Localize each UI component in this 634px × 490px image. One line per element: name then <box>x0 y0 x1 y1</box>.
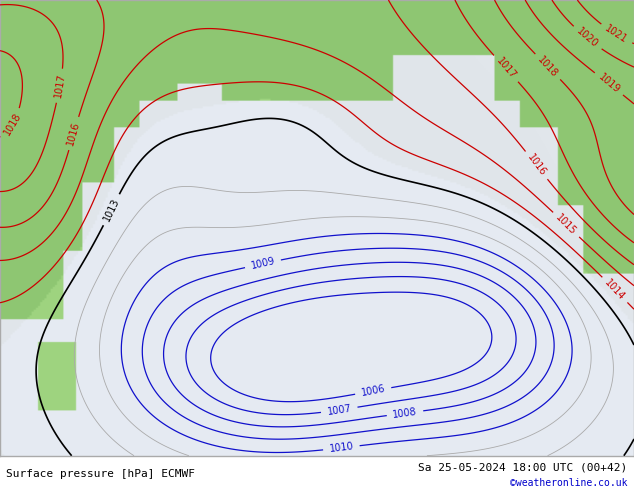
Text: 1014: 1014 <box>603 277 627 302</box>
Text: 1017: 1017 <box>494 56 518 81</box>
Text: 1020: 1020 <box>574 26 600 50</box>
Text: Sa 25-05-2024 18:00 UTC (00+42): Sa 25-05-2024 18:00 UTC (00+42) <box>418 463 628 473</box>
Text: 1006: 1006 <box>360 384 386 398</box>
Text: 1018: 1018 <box>536 54 560 79</box>
Text: 1016: 1016 <box>525 152 548 178</box>
Text: 1008: 1008 <box>392 407 418 420</box>
Text: 1009: 1009 <box>250 256 276 271</box>
Text: 1017: 1017 <box>53 73 67 99</box>
Text: 1019: 1019 <box>597 72 621 96</box>
Text: ©weatheronline.co.uk: ©weatheronline.co.uk <box>510 478 628 488</box>
Text: 1015: 1015 <box>554 212 578 237</box>
Text: 1007: 1007 <box>327 403 353 417</box>
Text: 1010: 1010 <box>328 441 354 454</box>
Text: 1016: 1016 <box>66 121 82 147</box>
Text: 1013: 1013 <box>101 196 121 223</box>
Text: 1021: 1021 <box>603 24 630 45</box>
Text: 1018: 1018 <box>2 111 23 137</box>
Text: Surface pressure [hPa] ECMWF: Surface pressure [hPa] ECMWF <box>6 469 195 479</box>
